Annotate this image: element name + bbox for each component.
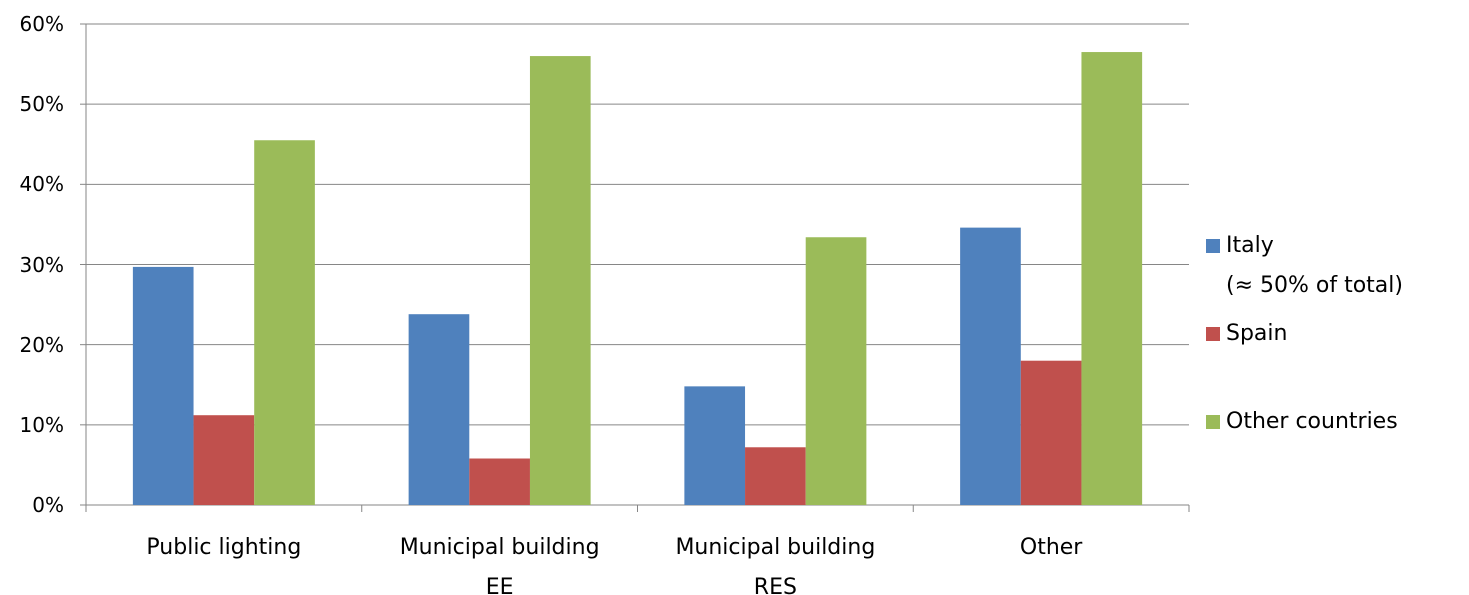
legend-label: Other countries xyxy=(1226,409,1398,434)
bar xyxy=(1081,52,1143,505)
y-tick-label: 0% xyxy=(32,493,64,517)
y-tick-label: 30% xyxy=(19,252,64,277)
y-tick-label: 40% xyxy=(19,172,64,197)
x-tick-label: Public lighting xyxy=(146,535,302,560)
x-tick-label: Municipal building EE xyxy=(399,535,600,595)
y-tick-label: 10% xyxy=(19,412,64,437)
bar xyxy=(193,415,255,505)
bar xyxy=(529,56,591,506)
y-tick-label: 50% xyxy=(19,92,64,117)
bar xyxy=(254,140,315,505)
legend-swatch xyxy=(1206,327,1220,341)
y-tick-label: 60% xyxy=(19,12,64,36)
bar xyxy=(408,314,470,505)
bar xyxy=(132,266,194,505)
y-tick-label: 20% xyxy=(19,332,64,357)
x-tick-label: Other xyxy=(1019,535,1083,560)
x-tick-label: Municipal building RES xyxy=(675,535,876,595)
legend-label: Italy (≈ 50% of total) xyxy=(1226,233,1403,298)
bar xyxy=(469,458,530,505)
bar xyxy=(805,237,867,505)
legend-swatch xyxy=(1206,239,1220,253)
bar xyxy=(1020,360,1082,505)
legend-swatch xyxy=(1206,415,1220,429)
bar xyxy=(745,447,806,505)
bar xyxy=(684,386,746,505)
bar xyxy=(960,227,1021,505)
legend-label: Spain xyxy=(1226,321,1288,346)
